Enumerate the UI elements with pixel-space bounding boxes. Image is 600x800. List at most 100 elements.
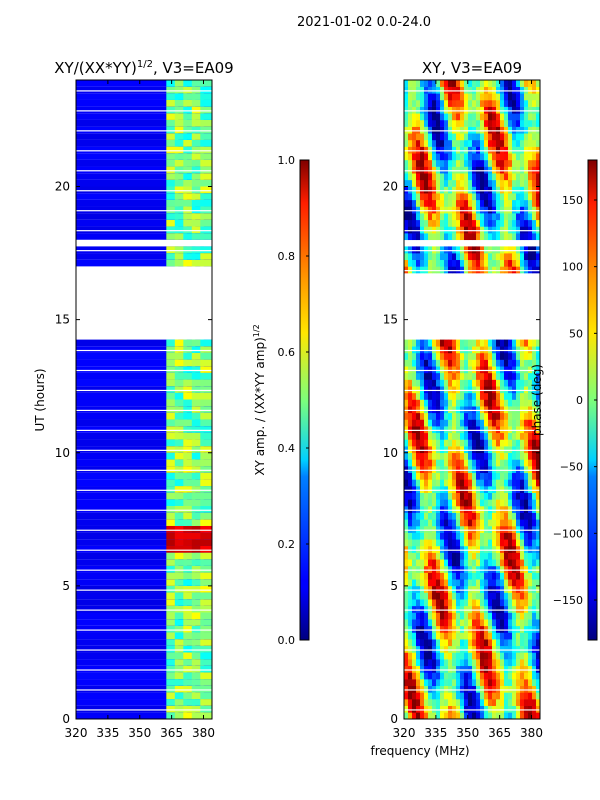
phase-cell: [460, 406, 465, 414]
phase-cell: [428, 525, 433, 533]
phase-cell: [432, 199, 437, 207]
phase-cell: [524, 93, 529, 101]
phase-cell: [480, 146, 485, 154]
phase-cell: [460, 499, 465, 507]
phase-cell: [428, 119, 433, 127]
phase-cell: [508, 605, 513, 613]
phase-cell: [424, 346, 429, 354]
phase-cell: [532, 612, 537, 620]
phase-cell: [420, 459, 425, 467]
phase-cell: [520, 80, 525, 87]
phase-cell: [488, 552, 493, 560]
amplitude-cell: [174, 519, 187, 526]
phase-cell: [524, 559, 529, 567]
phase-cell: [420, 625, 425, 633]
phase-cell: [492, 559, 497, 567]
amplitude-cell: [200, 579, 213, 586]
phase-cell: [484, 233, 489, 241]
phase-cell: [484, 386, 489, 394]
amplitude-flag-line: [76, 689, 212, 691]
phase-cell: [444, 346, 449, 354]
phase-cell: [460, 259, 465, 267]
amplitude-cell: [200, 432, 213, 440]
phase-cell: [492, 665, 497, 673]
phase-cell: [460, 639, 465, 647]
phase-cell: [460, 159, 465, 167]
phase-cell: [464, 219, 469, 227]
phase-cell: [520, 572, 525, 580]
phase-cell: [452, 339, 457, 347]
phase-cell: [536, 672, 541, 680]
phase-cell: [432, 86, 437, 94]
phase-cell: [436, 399, 441, 407]
phase-cell: [424, 712, 429, 720]
phase-cell: [516, 659, 521, 667]
phase-cell: [528, 99, 533, 107]
phase-cell: [496, 199, 501, 207]
amplitude-cell: [200, 392, 213, 400]
phase-cell: [472, 159, 477, 167]
phase-cell: [504, 619, 509, 627]
phase-cell: [452, 86, 457, 94]
phase-cell: [456, 439, 461, 447]
phase-cell: [408, 486, 413, 493]
phase-cell: [416, 366, 421, 374]
phase-cell: [404, 672, 409, 680]
phase-cell: [436, 565, 441, 573]
phase-cell: [496, 139, 501, 147]
phase-cell: [532, 93, 537, 101]
phase-cell: [508, 259, 513, 267]
phase-cell: [408, 645, 413, 653]
phase-cell: [432, 625, 437, 633]
phase-cell: [520, 452, 525, 460]
phase-cell: [468, 392, 473, 400]
phase-cell: [444, 213, 449, 221]
phase-cell: [484, 545, 489, 553]
amplitude-cell: [174, 552, 187, 560]
amplitude-cell: [191, 406, 204, 413]
amplitude-cell: [183, 179, 196, 187]
phase-cell: [448, 452, 453, 460]
amplitude-cell: [191, 253, 204, 260]
phase-cell: [460, 86, 465, 94]
phase-cell: [508, 559, 513, 567]
phase-cell: [512, 233, 517, 241]
amplitude-cell: [166, 366, 179, 373]
phase-cell: [436, 359, 441, 367]
phase-cell: [516, 645, 521, 653]
phase-cell: [440, 592, 445, 600]
phase-cell: [484, 179, 489, 187]
phase-cell: [476, 539, 481, 547]
phase-cell: [436, 166, 441, 174]
phase-cell: [488, 645, 493, 653]
phase-cell: [472, 512, 477, 520]
phase-cell: [432, 565, 437, 573]
phase-cell: [528, 539, 533, 547]
phase-cell: [508, 459, 513, 467]
phase-cell: [408, 253, 413, 261]
phase-cell: [460, 452, 465, 460]
phase-cell: [416, 679, 421, 687]
phase-cell: [528, 665, 533, 673]
phase-cell: [436, 193, 441, 201]
amplitude-cell: [174, 246, 187, 254]
phase-cell: [520, 439, 525, 447]
phase-cell: [416, 572, 421, 580]
phase-cell: [524, 359, 529, 367]
phase-cell: [528, 545, 533, 553]
phase-cell: [500, 113, 505, 121]
phase-cell: [472, 379, 477, 387]
amplitude-cell: [200, 173, 213, 180]
phase-cell: [504, 519, 509, 527]
phase-cell: [536, 592, 541, 600]
phase-cell: [460, 692, 465, 700]
phase-cell: [528, 153, 533, 161]
x-tick-label: 350: [456, 726, 479, 740]
phase-cell: [512, 379, 517, 387]
phase-cell: [476, 193, 481, 201]
phase-cell: [516, 359, 521, 367]
phase-cell: [452, 179, 457, 187]
phase-cell: [420, 585, 425, 593]
phase-cell: [444, 579, 449, 587]
phase-cell: [408, 599, 413, 607]
